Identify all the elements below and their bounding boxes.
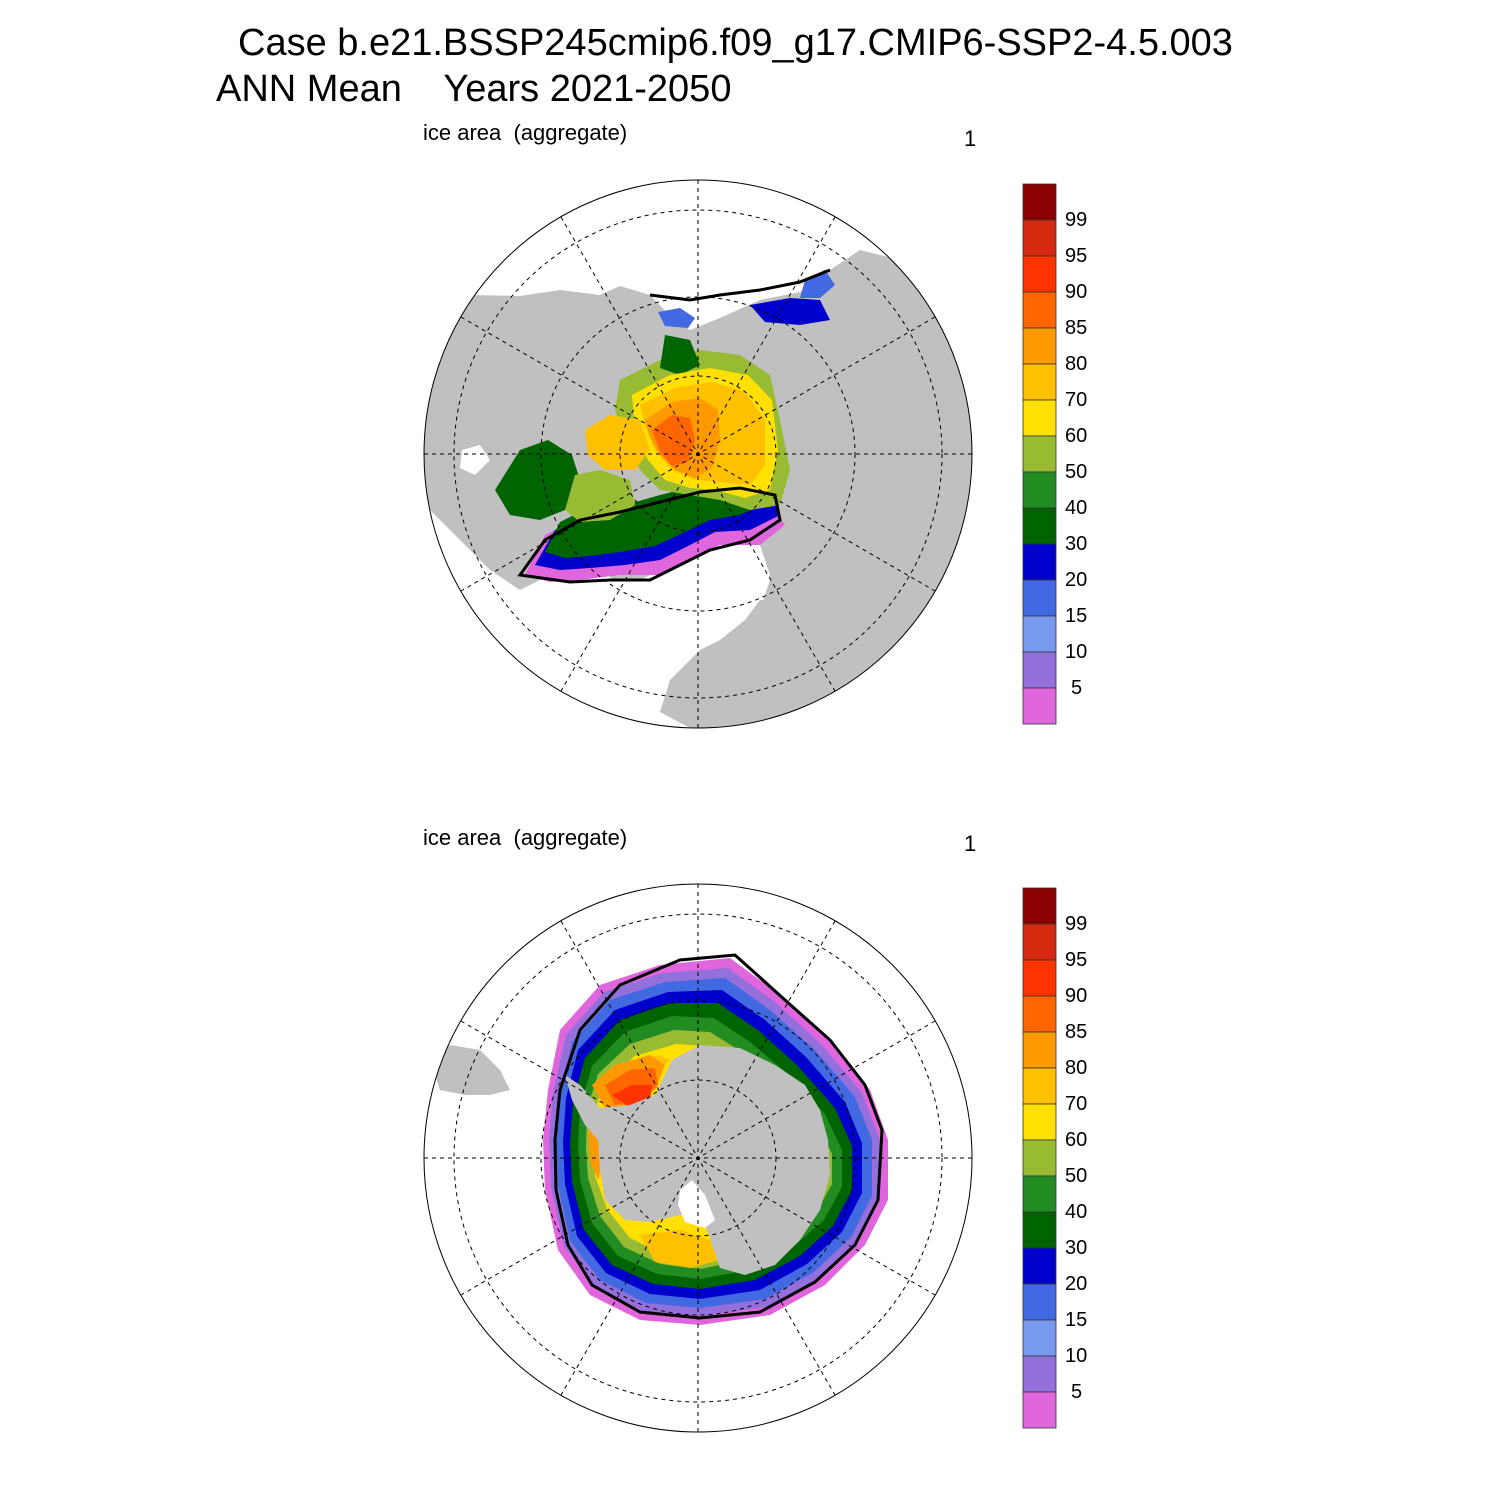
south-colorbar-swatch — [1022, 1175, 1057, 1213]
north-graticule — [424, 180, 972, 728]
south-map-border — [423, 883, 973, 1433]
south-land-antarctic-peninsula — [565, 1075, 600, 1125]
north-colorbar-tick-label: 80 — [1065, 353, 1088, 375]
north-observed-ice-edge-pacific — [649, 268, 831, 302]
north-ice-hudson-bay — [495, 440, 580, 520]
north-ice-okhotsk-edge — [800, 270, 835, 298]
north-colorbar-swatch — [1022, 687, 1057, 725]
north-colorbar-swatch — [1022, 327, 1057, 365]
north-colorbar-tick-label: 20 — [1065, 569, 1088, 591]
north-ice-archipelago — [585, 415, 650, 470]
north-colorbar-tick-label: 10 — [1065, 641, 1088, 663]
south-colorbar-tick-label: 95 — [1065, 949, 1088, 971]
figure-title-case: Case b.e21.BSSP245cmip6.f09_g17.CMIP6-SS… — [238, 22, 1233, 64]
south-colorbar-swatch — [1022, 1139, 1057, 1177]
south-polar-map — [423, 883, 973, 1433]
south-colorbar-tick-label: 85 — [1065, 1021, 1088, 1043]
south-colorbar-swatch — [1022, 1103, 1057, 1141]
south-colorbar-swatch — [1022, 1031, 1057, 1069]
north-colorbar-swatch — [1022, 579, 1057, 617]
south-colorbar-tick-label: 90 — [1065, 985, 1088, 1007]
south-colorbar-tick-label: 70 — [1065, 1093, 1088, 1115]
south-colorbar-tick-label: 99 — [1065, 913, 1088, 935]
south-land-antarctica — [585, 1045, 830, 1275]
north-colorbar-swatch — [1022, 651, 1057, 689]
north-ice-band-30-east — [660, 335, 700, 375]
north-ice-okhotsk — [750, 298, 830, 325]
north-colorbar-swatch — [1022, 255, 1057, 293]
south-colorbar-tick-label: 15 — [1065, 1309, 1088, 1331]
south-land-ross-shelf-white — [678, 1180, 715, 1228]
north-colorbar-swatch — [1022, 399, 1057, 437]
north-colorbar-tick-label: 60 — [1065, 425, 1088, 447]
north-sea-ice — [495, 270, 835, 582]
north-panel-left-label: ice area (aggregate) — [423, 120, 628, 145]
south-colorbar-swatch — [1022, 1391, 1057, 1429]
north-colorbar-tick-label: 70 — [1065, 389, 1088, 411]
south-panel-left-label: ice area (aggregate) — [423, 825, 628, 850]
north-land-greenland-white-cut — [515, 520, 770, 700]
north-map-border — [423, 179, 973, 729]
south-colorbar-tick-label: 80 — [1065, 1057, 1088, 1079]
south-panel-right-label: 1 — [964, 831, 977, 856]
south-colorbar-tick-label: 5 — [1071, 1381, 1083, 1403]
north-colorbar-swatch — [1022, 435, 1057, 473]
north-colorbar-swatch — [1022, 219, 1057, 257]
south-colorbar-tick-label: 10 — [1065, 1345, 1088, 1367]
north-ice-bering — [658, 308, 695, 328]
south-colorbar-tick-label: 50 — [1065, 1165, 1088, 1187]
south-colorbar-tick-label: 20 — [1065, 1273, 1088, 1295]
north-colorbar-tick-label: 95 — [1065, 245, 1088, 267]
south-colorbar-swatch — [1022, 959, 1057, 997]
south-colorbar-swatch — [1022, 923, 1057, 961]
south-ice-ross-70 — [640, 1230, 720, 1268]
north-ice-baffin — [565, 470, 635, 522]
north-ice-band-85 — [652, 415, 695, 466]
south-colorbar-swatch — [1022, 887, 1057, 925]
north-land-hudson-white — [460, 445, 490, 475]
south-colorbar-swatch — [1022, 995, 1057, 1033]
figure-title-period: ANN Mean Years 2021-2050 — [216, 68, 732, 110]
north-colorbar-tick-label: 15 — [1065, 605, 1088, 627]
north-colorbar-swatch — [1022, 615, 1057, 653]
north-ice-band-40 — [545, 482, 770, 558]
north-colorbar-tick-label: 30 — [1065, 533, 1088, 555]
north-colorbar-swatch — [1022, 543, 1057, 581]
south-colorbar-swatch — [1022, 1067, 1057, 1105]
north-colorbar-swatch — [1022, 507, 1057, 545]
north-colorbar-tick-label: 40 — [1065, 497, 1088, 519]
north-colorbar-tick-label: 90 — [1065, 281, 1088, 303]
north-colorbar-tick-label: 50 — [1065, 461, 1088, 483]
south-colorbar-swatch — [1022, 1283, 1057, 1321]
south-graticule — [424, 884, 972, 1432]
north-panel-right-label: 1 — [964, 126, 977, 151]
north-colorbar-swatch — [1022, 183, 1057, 221]
south-colorbar-swatch — [1022, 1319, 1057, 1357]
north-colorbar-tick-label: 5 — [1071, 677, 1083, 699]
north-colorbar — [1022, 183, 1057, 725]
south-colorbar-tick-label: 60 — [1065, 1129, 1088, 1151]
north-colorbar-swatch — [1022, 291, 1057, 329]
north-colorbar-tick-label: 85 — [1065, 317, 1088, 339]
south-colorbar — [1022, 887, 1057, 1429]
north-polar-map — [423, 179, 973, 729]
south-colorbar-tick-label: 30 — [1065, 1237, 1088, 1259]
south-colorbar-swatch — [1022, 1247, 1057, 1285]
north-observed-ice-edge — [517, 486, 782, 584]
north-colorbar-tick-label: 99 — [1065, 209, 1088, 231]
south-colorbar-swatch — [1022, 1211, 1057, 1249]
north-colorbar-swatch — [1022, 471, 1057, 509]
south-colorbar-tick-label: 40 — [1065, 1201, 1088, 1223]
south-colorbar-swatch — [1022, 1355, 1057, 1393]
north-colorbar-swatch — [1022, 363, 1057, 401]
